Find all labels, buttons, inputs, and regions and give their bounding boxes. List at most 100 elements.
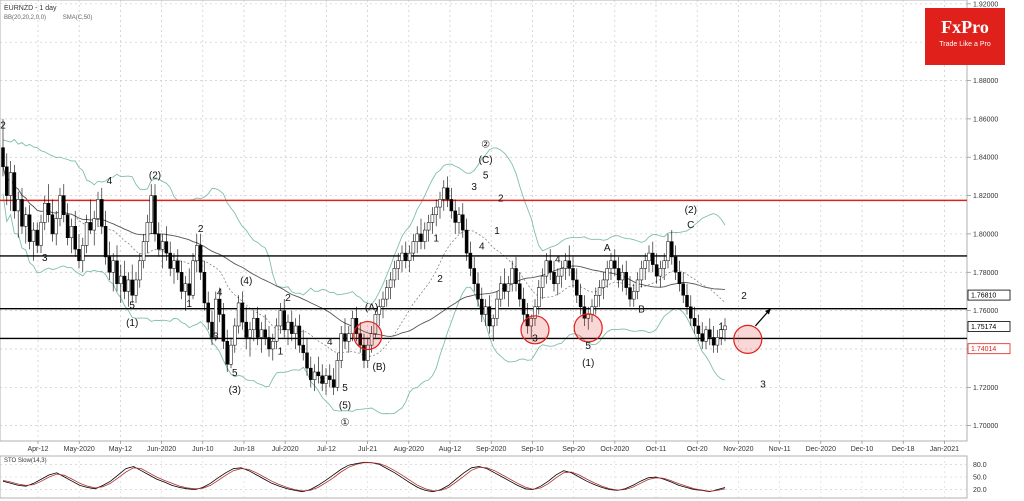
forecast-arrow-head [765,308,771,315]
wave-label: (5) [339,400,351,411]
price-tick-label: 1.88000 [973,78,998,85]
wave-label: 2 [498,193,504,204]
candle-bullish [415,233,419,242]
date-tick-label: Oct-20 [687,446,708,453]
candle-bullish [620,272,625,281]
candle-bearish [685,295,689,308]
candle-bearish [514,268,518,285]
candle-bullish [119,275,123,285]
highlight-circle [353,320,383,351]
candle-bearish [362,344,366,361]
wave-label: 4 [327,337,333,348]
candle-bullish [293,325,298,334]
candle-bearish [711,337,716,346]
candle-bullish [597,287,602,296]
candle-bullish [84,222,89,246]
candle-bearish [103,226,108,258]
candle-bullish [594,295,598,308]
price-tick-label: 1.92000 [973,1,998,8]
wave-label: (A) [365,303,378,314]
candle-bearish [107,256,112,273]
price-tick-label: 1.86000 [973,116,998,123]
candle-bullish [632,291,636,300]
candle-bullish [643,260,647,269]
date-tick-label: Sep-10 [521,446,544,453]
date-tick-label: Dec-10 [851,446,874,453]
candle-bearish [73,226,77,250]
candle-bearish [65,214,70,239]
candle-bullish [715,337,720,346]
candle-bullish [366,344,370,361]
candle-bullish [423,229,427,242]
candle-bearish [343,333,347,342]
candle-bullish [191,260,195,296]
wave-label: 2 [0,120,6,131]
date-tick-label: Jun-18 [233,446,255,453]
candle-bearish [35,229,39,246]
candle-bearish [290,321,294,334]
candle-bullish [312,371,317,380]
chart-symbol-title: EURNZD - 1 day [4,5,57,12]
price-tick-label: 1.76000 [973,308,998,315]
stochastic-lines: 80.0 50.0 20.0 [0,461,987,494]
date-tick-label: Apr-12 [27,446,48,453]
wave-label: 2 [437,274,443,285]
logo-brand: FxPro [941,17,989,37]
candle-bearish [502,283,507,292]
candle-bullish [69,226,74,239]
wave-label: (2) [685,205,697,216]
candle-bearish [692,318,697,327]
candle-bearish [624,272,628,288]
price-tags: 1.76810 1.75174 1.74014 [967,289,1011,355]
wave-label: 3 [319,375,325,386]
wave-label: 1 [494,226,500,237]
candle-bearish [301,344,305,354]
price-tag-box [967,343,1011,355]
sma-50-line [2,166,726,337]
candle-bearish [700,333,704,342]
candle-bullish [183,283,188,292]
candle-bearish [670,241,674,258]
candle-bearish [480,298,484,315]
wave-label: (1) [126,318,138,329]
wave-label: 3 [471,182,477,193]
candle-bullish [723,325,727,331]
candle-bearish [613,260,617,269]
bollinger-lower [2,193,726,415]
wave-label: 4 [555,255,561,266]
date-tick-label: Sep-2020 [476,446,506,453]
date-tick-label: Sep-20 [562,446,585,453]
stoch-tick-label: 80.0 [973,462,987,469]
candle-bearish [525,314,530,327]
candle-bearish [453,210,457,223]
wave-label: 4 [479,241,485,252]
wave-label: (3) [229,385,241,396]
date-tick-label: Aug-12 [439,446,462,453]
candle-bullish [324,375,328,384]
wave-label: C [687,220,694,231]
wave-label: 1 [718,322,724,333]
candle-bullish [214,298,218,338]
candle-bearish [487,306,492,327]
price-tag-label: 1.76810 [971,293,996,300]
wave-labels: 2345(1)(2)124(4)35(3)21435(5)①(A)(B)1235… [0,120,766,428]
date-tick-label: Jan-2021 [930,446,959,453]
date-tick-label: Dec-18 [892,446,915,453]
candle-bullish [92,218,96,231]
wave-label: 2 [198,224,204,235]
date-tick-label: May-2020 [64,446,95,453]
candle-bullish [385,287,389,300]
wave-label: 5 [483,170,489,181]
candle-bullish [704,329,708,342]
candle-bullish [719,329,723,338]
candle-bullish [658,268,663,277]
candle-bearish [202,272,207,304]
candle-bullish [639,268,644,281]
candle-bullish [339,333,343,361]
price-tick-label: 1.78000 [973,270,998,277]
price-tick-label: 1.82000 [973,193,998,200]
candle-bearish [320,375,324,384]
stochastic-label: STO Slow(14,3) [4,458,47,464]
candle-bearish [12,172,17,212]
